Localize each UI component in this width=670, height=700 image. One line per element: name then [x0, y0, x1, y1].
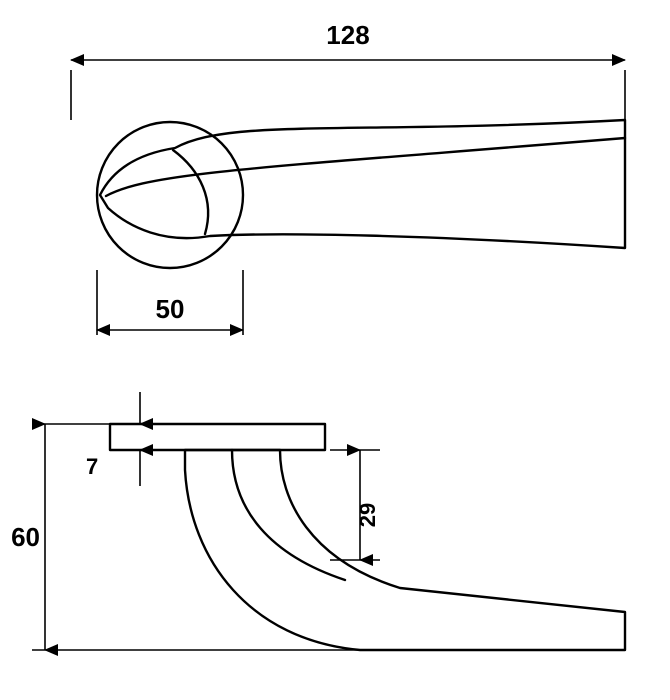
- dim-overall-length-label: 128: [326, 20, 369, 50]
- rose-circle: [97, 122, 243, 268]
- rose-plate-side: [110, 424, 325, 450]
- side-elevation: 60 7 29: [11, 392, 625, 650]
- dim-lever-drop-label: 29: [355, 503, 380, 527]
- dim-overall-height: 60: [11, 424, 45, 650]
- dim-rose-thickness-label: 7: [86, 454, 98, 479]
- plan-view: 128 50: [71, 20, 625, 335]
- dim-rose-diameter-label: 50: [156, 294, 185, 324]
- dim-lever-drop: 29: [330, 450, 380, 560]
- dim-rose-thickness: 7: [86, 392, 155, 486]
- technical-drawing: 128 50 60: [0, 0, 670, 700]
- dim-rose-diameter: 50: [97, 270, 243, 335]
- lever-plan-neck: [173, 150, 208, 234]
- lever-side-outline: [185, 450, 625, 650]
- dim-overall-height-label: 60: [11, 522, 40, 552]
- lever-side-inner: [232, 450, 345, 580]
- dim-overall-length: 128: [71, 20, 625, 120]
- lever-plan-ridge: [106, 138, 625, 196]
- lever-plan-outline: [100, 120, 625, 248]
